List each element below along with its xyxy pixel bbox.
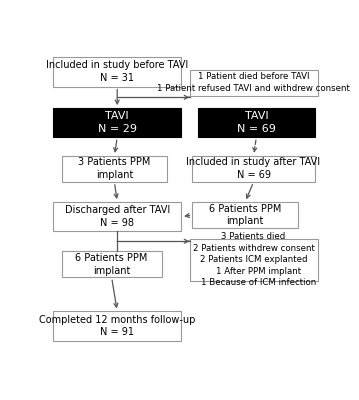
Text: 6 Patients PPM
implant: 6 Patients PPM implant: [75, 253, 148, 276]
Text: 1 Patient died before TAVI
1 Patient refused TAVI and withdrew consent: 1 Patient died before TAVI 1 Patient ref…: [157, 72, 350, 93]
Text: 3 Patients PPM
implant: 3 Patients PPM implant: [78, 158, 151, 180]
FancyBboxPatch shape: [192, 202, 298, 228]
FancyBboxPatch shape: [198, 108, 315, 137]
Text: 3 Patients died
2 Patients withdrew consent
2 Patients ICM explanted
    1 After: 3 Patients died 2 Patients withdrew cons…: [190, 232, 317, 287]
Text: 6 Patients PPM
implant: 6 Patients PPM implant: [209, 204, 281, 226]
FancyBboxPatch shape: [190, 70, 318, 96]
FancyBboxPatch shape: [62, 156, 167, 182]
Text: Discharged after TAVI
N = 98: Discharged after TAVI N = 98: [65, 205, 170, 228]
Text: Included in study after TAVI
N = 69: Included in study after TAVI N = 69: [186, 158, 321, 180]
FancyBboxPatch shape: [53, 57, 181, 86]
Text: Completed 12 months follow-up
N = 91: Completed 12 months follow-up N = 91: [39, 314, 195, 337]
FancyBboxPatch shape: [53, 202, 181, 231]
Text: Included in study before TAVI
N = 31: Included in study before TAVI N = 31: [46, 60, 188, 83]
FancyBboxPatch shape: [53, 108, 181, 137]
FancyBboxPatch shape: [53, 311, 181, 341]
FancyBboxPatch shape: [192, 156, 315, 182]
FancyBboxPatch shape: [190, 239, 318, 280]
FancyBboxPatch shape: [62, 251, 162, 278]
Text: TAVI
N = 69: TAVI N = 69: [237, 111, 276, 134]
Text: TAVI
N = 29: TAVI N = 29: [98, 111, 137, 134]
